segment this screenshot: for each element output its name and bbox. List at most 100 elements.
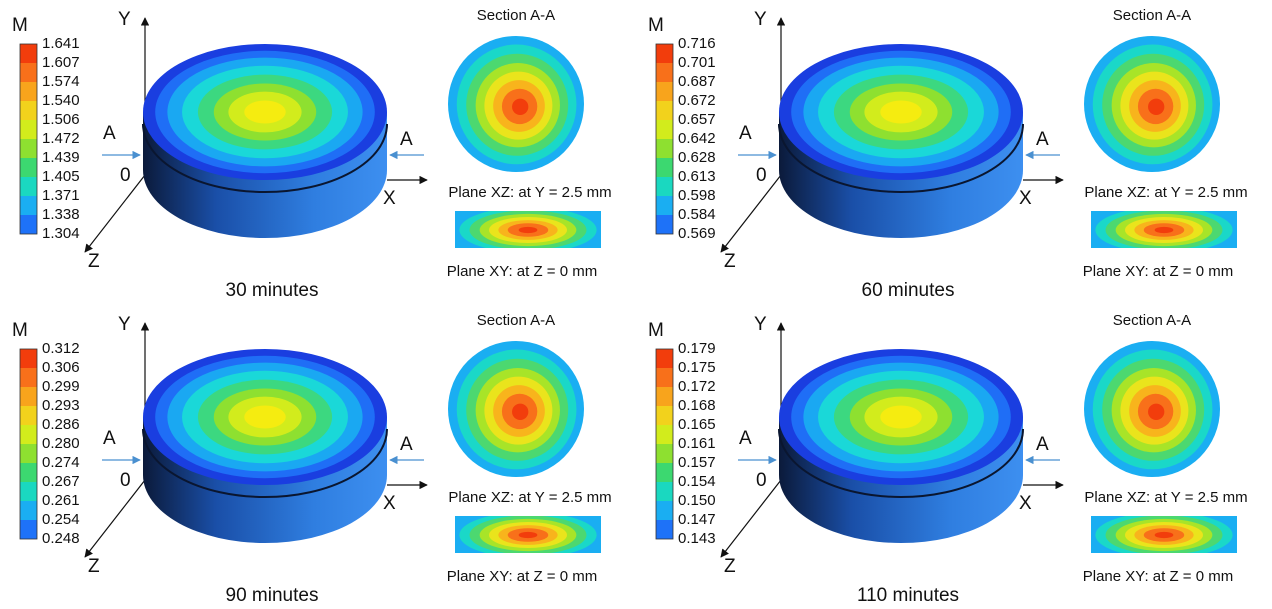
legend-band [20,44,37,63]
legend-band [656,158,673,177]
page: M1.6411.6071.5741.5401.5061.4721.4391.40… [0,0,1272,609]
legend-value: 0.687 [678,73,716,90]
axis-z-label: Z [88,556,100,577]
contour-plane [1155,532,1174,538]
plane-xy-label: Plane XY: at Z = 0 mm [447,263,597,280]
legend-band [656,139,673,158]
legend-band [656,368,673,387]
legend-value: 1.472 [42,130,80,147]
panel-caption: 30 minutes [226,280,319,301]
legend-band [656,44,673,63]
legend-value: 0.584 [678,206,716,223]
contour-plane [519,227,538,233]
contour-plane [519,532,538,538]
legend-band [20,215,37,234]
legend-band [656,501,673,520]
legend-value: 0.248 [42,530,80,547]
contour-top [244,405,285,428]
origin-label: 0 [756,470,767,491]
panel: M1.6411.6071.5741.5401.5061.4721.4391.40… [12,7,612,301]
legend-value: 0.306 [42,359,80,376]
legend-band [656,406,673,425]
legend-band [656,177,673,196]
legend-value: 0.161 [678,435,716,452]
axis-z-label: Z [88,251,100,272]
plane-xz-label: Plane XZ: at Y = 2.5 mm [1084,489,1247,506]
legend-band [656,387,673,406]
legend-band [656,463,673,482]
legend-band [20,463,37,482]
section-marker: A [103,428,116,449]
legend-value: 0.613 [678,168,716,185]
plane-xy-label: Plane XY: at Z = 0 mm [1083,263,1233,280]
axis-z-label: Z [724,251,736,272]
plane-xz-label: Plane XZ: at Y = 2.5 mm [448,184,611,201]
section-title: Section A-A [1113,7,1191,24]
section-marker: A [1036,434,1049,455]
origin-label: 0 [120,470,131,491]
legend-band [20,349,37,368]
plane-xy-label: Plane XY: at Z = 0 mm [1083,568,1233,585]
plane-xy [450,509,606,561]
section-marker: A [739,428,752,449]
legend-value: 1.304 [42,225,80,242]
legend-band [656,63,673,82]
legend-value: 0.267 [42,473,80,490]
legend-band [20,520,37,539]
legend-band [20,444,37,463]
panel: M0.3120.3060.2990.2930.2860.2800.2740.26… [12,312,612,606]
legend-band [20,82,37,101]
origin-label: 0 [756,165,767,186]
legend-value: 0.168 [678,397,716,414]
legend-value: 0.261 [42,492,80,509]
plane-xy-label: Plane XY: at Z = 0 mm [447,568,597,585]
axis-z [85,175,145,252]
legend-value: 1.371 [42,187,80,204]
plane-xy [450,204,606,256]
legend-band [20,368,37,387]
legend-band [20,63,37,82]
figure: M1.6411.6071.5741.5401.5061.4721.4391.40… [0,0,1272,609]
legend-band [20,139,37,158]
legend-band [20,101,37,120]
legend-band [656,482,673,501]
legend-title: M [648,320,664,341]
legend-value: 1.574 [42,73,80,90]
legend-band [656,425,673,444]
legend-band [20,482,37,501]
contour-section [512,404,528,420]
legend-value: 0.286 [42,416,80,433]
panel-caption: 90 minutes [226,585,319,606]
panel: M0.7160.7010.6870.6720.6570.6420.6280.61… [648,7,1248,301]
legend-value: 0.628 [678,149,716,166]
axis-y-label: Y [754,9,767,30]
axis-x-label: X [1019,188,1032,209]
legend-value: 1.607 [42,54,80,71]
legend-title: M [12,15,28,36]
legend-band [656,349,673,368]
section-marker: A [400,434,413,455]
legend-value: 1.506 [42,111,80,128]
legend-band [20,177,37,196]
plane-xz-label: Plane XZ: at Y = 2.5 mm [1084,184,1247,201]
legend-value: 1.439 [42,149,80,166]
panel-caption: 60 minutes [862,280,955,301]
legend-value: 0.143 [678,530,716,547]
panel-caption: 110 minutes [857,585,959,606]
panel: M0.1790.1750.1720.1680.1650.1610.1570.15… [648,312,1248,606]
legend-band [656,196,673,215]
origin-label: 0 [120,165,131,186]
legend-title: M [648,15,664,36]
legend-value: 0.165 [678,416,716,433]
legend-value: 0.150 [678,492,716,509]
contour-section [1148,404,1164,420]
legend-value: 0.672 [678,92,716,109]
contour-top [880,100,921,123]
legend-band [656,444,673,463]
legend-band [20,120,37,139]
section-title: Section A-A [1113,312,1191,329]
plane-xy [1086,509,1242,561]
legend-value: 0.147 [678,511,716,528]
contour-plane [1155,227,1174,233]
legend-value: 0.299 [42,378,80,395]
